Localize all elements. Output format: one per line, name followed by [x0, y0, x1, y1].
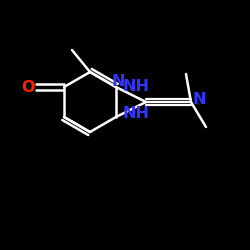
Text: O: O [21, 80, 35, 94]
Text: N: N [192, 92, 206, 108]
Text: N: N [111, 74, 125, 88]
Text: NH: NH [122, 79, 150, 94]
Text: NH: NH [122, 106, 150, 121]
